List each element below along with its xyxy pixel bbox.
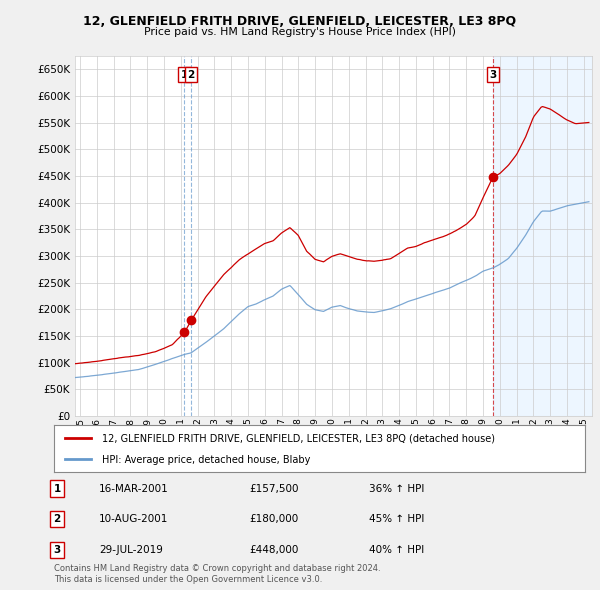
Text: 40% ↑ HPI: 40% ↑ HPI bbox=[369, 545, 424, 555]
Text: 2: 2 bbox=[53, 514, 61, 524]
Text: 10-AUG-2001: 10-AUG-2001 bbox=[99, 514, 169, 524]
Text: 2: 2 bbox=[187, 70, 194, 80]
Text: 3: 3 bbox=[53, 545, 61, 555]
Text: 45% ↑ HPI: 45% ↑ HPI bbox=[369, 514, 424, 524]
Text: 12, GLENFIELD FRITH DRIVE, GLENFIELD, LEICESTER, LE3 8PQ: 12, GLENFIELD FRITH DRIVE, GLENFIELD, LE… bbox=[83, 15, 517, 28]
Text: £448,000: £448,000 bbox=[249, 545, 298, 555]
Text: Price paid vs. HM Land Registry's House Price Index (HPI): Price paid vs. HM Land Registry's House … bbox=[144, 27, 456, 37]
Text: 3: 3 bbox=[489, 70, 496, 80]
Text: £157,500: £157,500 bbox=[249, 484, 299, 493]
Text: 1: 1 bbox=[181, 70, 188, 80]
Text: 36% ↑ HPI: 36% ↑ HPI bbox=[369, 484, 424, 493]
Text: £180,000: £180,000 bbox=[249, 514, 298, 524]
Text: HPI: Average price, detached house, Blaby: HPI: Average price, detached house, Blab… bbox=[102, 455, 310, 465]
Text: 16-MAR-2001: 16-MAR-2001 bbox=[99, 484, 169, 493]
Bar bbox=[493, 56, 592, 416]
Text: 29-JUL-2019: 29-JUL-2019 bbox=[99, 545, 163, 555]
Text: Contains HM Land Registry data © Crown copyright and database right 2024.: Contains HM Land Registry data © Crown c… bbox=[54, 565, 380, 573]
Text: 12, GLENFIELD FRITH DRIVE, GLENFIELD, LEICESTER, LE3 8PQ (detached house): 12, GLENFIELD FRITH DRIVE, GLENFIELD, LE… bbox=[102, 433, 495, 443]
Text: This data is licensed under the Open Government Licence v3.0.: This data is licensed under the Open Gov… bbox=[54, 575, 322, 584]
Text: 1: 1 bbox=[53, 484, 61, 493]
